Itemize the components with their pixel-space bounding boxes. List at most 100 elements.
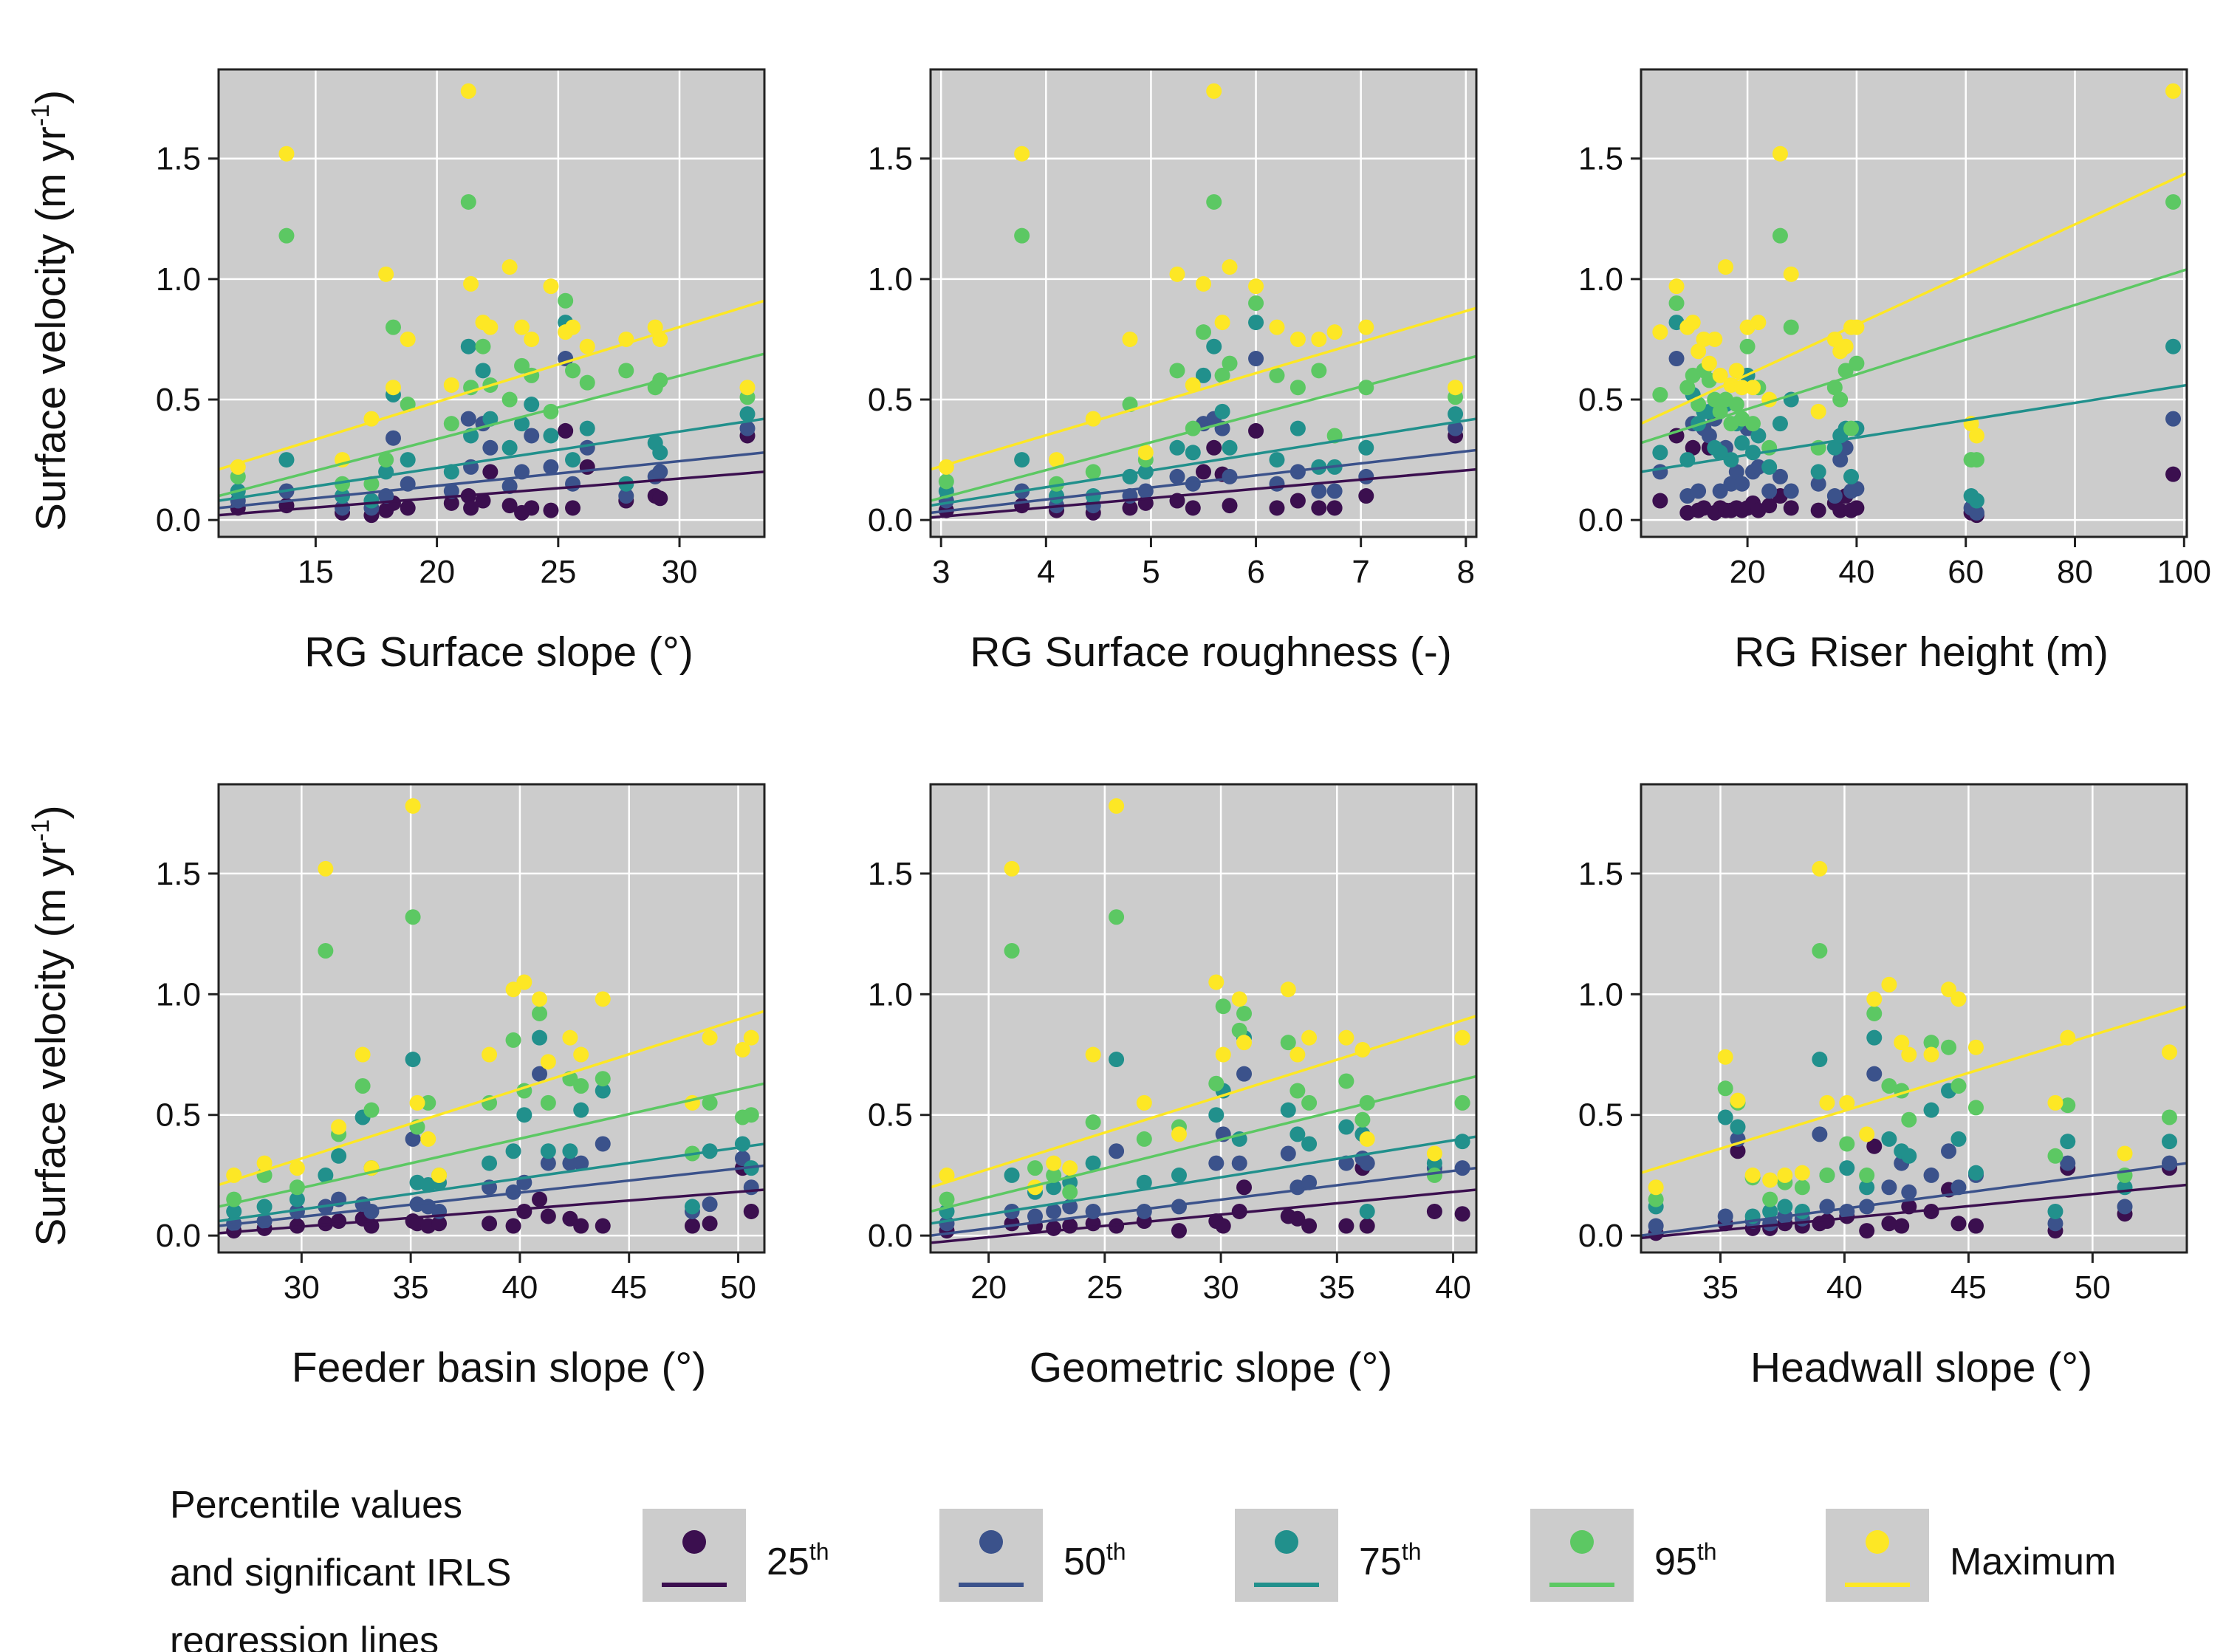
- point-95th: [1901, 1111, 1917, 1128]
- point-25th: [1122, 500, 1138, 516]
- point-maximum: [1866, 991, 1883, 1007]
- y-tick-label: 0.0: [1578, 1218, 1623, 1254]
- point-maximum: [1448, 380, 1464, 396]
- legend-key-box: [939, 1509, 1043, 1602]
- point-50th: [1280, 1145, 1296, 1162]
- point-25th: [1301, 1218, 1318, 1234]
- legend-entry-p75: 75th: [1235, 1509, 1422, 1602]
- point-maximum: [1812, 860, 1828, 877]
- point-50th: [565, 476, 581, 492]
- y-tick-label: 0.0: [156, 502, 201, 538]
- x-tick-label: 7: [1352, 554, 1369, 590]
- point-95th: [1214, 367, 1230, 383]
- point-95th: [443, 416, 459, 432]
- x-tick-label: 80: [2057, 554, 2093, 590]
- point-75th: [1750, 428, 1767, 444]
- point-75th: [318, 1167, 334, 1183]
- point-maximum: [1122, 331, 1138, 347]
- point-25th: [558, 422, 574, 439]
- point-95th: [1967, 1100, 1984, 1116]
- point-75th: [1794, 1203, 1810, 1219]
- regression-line-50th: [931, 448, 1476, 515]
- panel-headwall-slope: 0.0 0.5 1.0 1.5 35 40 45 50 Headwall slope (°): [1578, 783, 2188, 1391]
- point-75th: [1881, 1131, 1897, 1147]
- point-75th: [405, 1052, 421, 1068]
- point-95th: [1236, 1005, 1253, 1021]
- point-50th: [579, 439, 595, 456]
- point-95th: [363, 1102, 380, 1118]
- point-maximum: [1728, 363, 1744, 379]
- y-tick-label: 1.5: [868, 141, 913, 177]
- point-50th: [2047, 1216, 2063, 1232]
- point-75th: [1810, 464, 1826, 480]
- scatter-points: [1652, 83, 2182, 524]
- x-tick-label: 50: [2075, 1269, 2111, 1306]
- point-25th: [532, 1191, 548, 1207]
- point-maximum: [405, 798, 421, 814]
- legend-entry-p25: 25th: [643, 1509, 829, 1602]
- point-maximum: [1248, 278, 1264, 295]
- point-95th: [1454, 1094, 1470, 1111]
- point-75th: [256, 1199, 273, 1215]
- point-25th: [1761, 498, 1778, 514]
- point-maximum: [355, 1046, 371, 1063]
- point-50th: [532, 1066, 548, 1082]
- point-50th: [1701, 428, 1717, 444]
- point-50th: [1137, 483, 1154, 499]
- point-maximum: [409, 1094, 425, 1111]
- point-75th: [1289, 1126, 1306, 1142]
- point-maximum: [1894, 1035, 1910, 1051]
- point-50th: [1826, 488, 1843, 504]
- point-maximum: [540, 1054, 556, 1070]
- point-50th: [1881, 1179, 1897, 1196]
- point-95th: [1968, 452, 1984, 468]
- point-maximum: [1859, 1126, 1875, 1142]
- point-maximum: [460, 83, 476, 99]
- point-95th: [939, 1191, 955, 1207]
- x-tick-label: 6: [1247, 554, 1264, 590]
- point-75th: [1046, 1179, 1062, 1196]
- x-tick-label: 100: [2157, 554, 2211, 590]
- point-maximum: [1171, 1126, 1187, 1142]
- point-maximum: [734, 1041, 750, 1058]
- point-25th: [331, 1213, 347, 1230]
- y-tick-label: 1.0: [156, 261, 201, 298]
- point-50th: [1269, 476, 1285, 492]
- point-75th: [562, 1143, 578, 1159]
- x-tick-label: 40: [1826, 1269, 1863, 1306]
- point-50th: [2117, 1199, 2133, 1215]
- point-50th: [1301, 1174, 1318, 1190]
- x-tick-label: 20: [970, 1269, 1007, 1306]
- point-75th: [1301, 1136, 1318, 1152]
- point-75th: [1950, 1131, 1967, 1147]
- point-maximum: [278, 145, 295, 162]
- point-maximum: [1280, 981, 1296, 998]
- point-50th: [1109, 1143, 1125, 1159]
- x-tick-label: 35: [393, 1269, 429, 1306]
- y-tick-label: 0.5: [1578, 382, 1623, 418]
- point-95th: [1338, 1073, 1354, 1089]
- point-95th: [1269, 367, 1285, 383]
- regression-lines: [1641, 1004, 2187, 1240]
- point-75th: [1359, 1203, 1375, 1219]
- regression-line-25th: [219, 1188, 764, 1235]
- point-maximum: [1691, 343, 1707, 360]
- point-25th: [1248, 422, 1264, 439]
- legend-point: [1275, 1530, 1298, 1554]
- point-50th: [1668, 351, 1685, 367]
- point-50th: [1750, 459, 1767, 475]
- y-axis-label: Surface velocity (m yr-1): [27, 805, 75, 1246]
- point-95th: [420, 1094, 436, 1111]
- point-50th: [1171, 1199, 1187, 1215]
- point-95th: [475, 338, 491, 354]
- point-75th: [289, 1191, 305, 1207]
- legend-key-box: [643, 1509, 746, 1602]
- regression-lines: [219, 299, 764, 517]
- x-tick-label: 40: [1838, 554, 1874, 590]
- point-25th: [1206, 439, 1222, 456]
- scatter-points: [938, 83, 1464, 521]
- regression-line-75th: [1641, 383, 2187, 473]
- x-tick-label: 20: [1730, 554, 1766, 590]
- point-95th: [1843, 420, 1860, 436]
- point-75th: [1717, 1109, 1733, 1125]
